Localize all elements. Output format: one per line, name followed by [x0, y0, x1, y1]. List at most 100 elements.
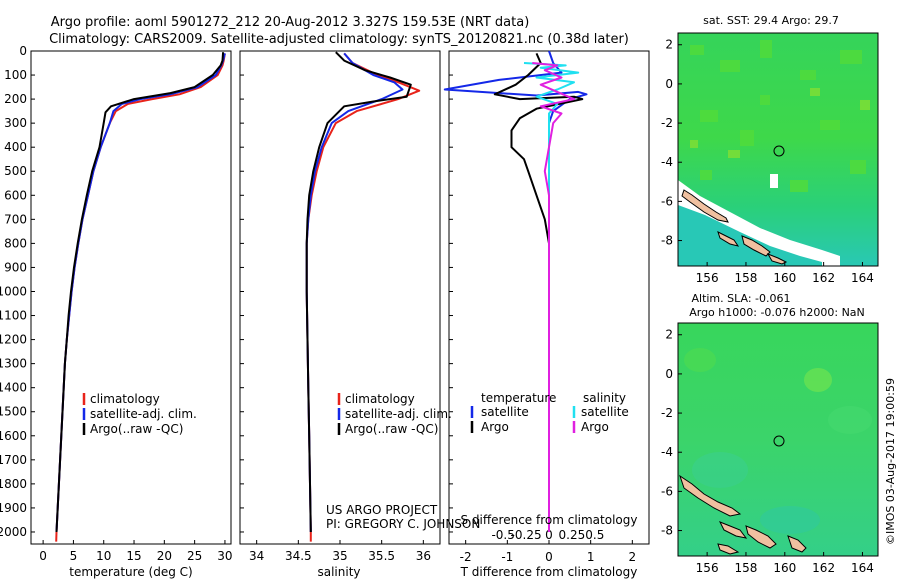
salinity-xlabel: salinity	[317, 565, 360, 579]
temperature-legend: climatology satellite-adj. clim. Argo(..…	[82, 392, 197, 436]
y-tick-label: 1000	[0, 284, 27, 298]
legend-climatology: climatology	[345, 392, 415, 406]
y-tick-label: 0	[19, 44, 27, 58]
x-tick-label-s: 0	[545, 528, 553, 542]
sst-map-texture	[690, 40, 866, 192]
series-line-satellite-adj-clim-	[55, 53, 226, 533]
x-tick-label-t: 0	[545, 550, 553, 564]
series-line-s-satellite	[523, 62, 580, 532]
x-tick-label: 0	[39, 549, 47, 563]
sla-map-coastline	[679, 474, 807, 555]
legend-satellite: satellite-adj. clim.	[90, 407, 197, 421]
difference-xlabel-top: S difference from climatology	[461, 513, 638, 527]
map-y-tick-label: 0	[665, 367, 673, 381]
series-line-satellite-adj-clim-	[305, 52, 404, 533]
y-tick-label: 2000	[0, 525, 27, 539]
y-tick-label: 300	[4, 116, 27, 130]
salinity-panel: 34 34.5 35 35.5 36 salinity climatology sate…	[239, 50, 480, 579]
sst-map-axes: 156 158 160 162 164 2 0 -2 -4 -6 -8	[661, 38, 874, 285]
legend-header-salinity: salinity	[583, 391, 626, 405]
difference-x-axis: -2 -1 0 1 2 -0.5-0.25 0 0.25 0.5	[460, 528, 636, 564]
x-tick-label-t: 2	[629, 550, 637, 564]
map-x-tick-label: 164	[851, 271, 874, 285]
legend-satellite: satellite-adj. clim.	[345, 407, 452, 421]
x-tick-label-s: -0.5	[491, 528, 514, 542]
project-line-2: PI: GREGORY C. JOHNSON	[326, 517, 480, 531]
y-tick-label: 1400	[0, 381, 27, 395]
salinity-legend: climatology satellite-adj. clim. Argo(..…	[337, 392, 452, 436]
series-line-t-argo	[493, 52, 584, 532]
map-y-tick-label: -6	[661, 484, 673, 498]
y-tick-label: 1700	[0, 453, 27, 467]
y-tick-label: 400	[4, 140, 27, 154]
map-x-tick-label: 156	[696, 561, 719, 575]
y-tick-label: 1200	[0, 333, 27, 347]
series-line-climatology	[55, 53, 226, 542]
series-line-s-argo	[532, 62, 575, 532]
legend-t-satellite: satellite	[481, 405, 529, 419]
x-tick-label: 5	[70, 549, 78, 563]
map-y-tick-label: 0	[665, 77, 673, 91]
sst-map-sea-bottom	[678, 205, 822, 266]
sla-map-panel: Altim. SLA: -0.061 Argo h1000: -0.076 h2…	[661, 292, 879, 575]
x-tick-label: 34	[249, 549, 264, 563]
map-x-tick-label: 160	[773, 271, 796, 285]
legend-header-temperature: temperature	[481, 391, 556, 405]
x-tick-label: 10	[96, 549, 111, 563]
sst-map-coastline	[681, 189, 788, 265]
x-tick-label-t: -1	[501, 550, 513, 564]
series-line-argo	[305, 51, 412, 533]
sst-map-cloud-patch	[770, 174, 778, 188]
x-tick-label: 36	[416, 549, 431, 563]
map-x-tick-label: 158	[735, 561, 758, 575]
map-y-tick-label: 2	[665, 38, 673, 52]
x-tick-label-s: 0.5	[585, 528, 604, 542]
x-tick-label: 20	[157, 549, 172, 563]
difference-legend: temperature salinity satellite Argo sate…	[470, 391, 629, 434]
sla-map-title-1: Altim. SLA: -0.061	[691, 292, 790, 305]
y-tick-label: 1500	[0, 405, 27, 419]
sla-map-argo-marker	[773, 435, 785, 447]
legend-climatology: climatology	[90, 392, 160, 406]
sla-map-frame	[677, 322, 879, 557]
difference-lines	[443, 50, 588, 532]
sla-map-axes: 156 158 160 162 164 2 0 -2 -4 -6 -8	[661, 328, 874, 575]
y-tick-label: 600	[4, 188, 27, 202]
sla-map-title-2: Argo h1000: -0.076 h2000: NaN	[689, 306, 865, 319]
y-tick-label: 1600	[0, 429, 27, 443]
map-x-tick-label: 162	[812, 561, 835, 575]
legend-s-argo: Argo	[581, 420, 609, 434]
sst-map-frame	[677, 32, 879, 267]
map-x-tick-label: 160	[773, 561, 796, 575]
series-line-climatology	[305, 52, 421, 542]
y-tick-label: 1300	[0, 357, 27, 371]
x-tick-label-s: 0.25	[559, 528, 586, 542]
map-x-tick-label: 158	[735, 271, 758, 285]
x-tick-label: 34.5	[285, 549, 312, 563]
y-tick-label: 1100	[0, 309, 27, 323]
legend-s-satellite: satellite	[581, 405, 629, 419]
project-line-1: US ARGO PROJECT	[326, 503, 438, 517]
x-tick-label: 35	[332, 549, 347, 563]
y-tick-label: 900	[4, 260, 27, 274]
x-tick-label: 15	[126, 549, 141, 563]
legend-t-argo: Argo	[481, 420, 509, 434]
difference-panel: -2 -1 0 1 2 -0.5-0.25 0 0.25 0.5 S difference fr…	[443, 50, 650, 579]
title-line-2: Climatology: CARS2009. Satellite-adjuste…	[49, 32, 629, 47]
temperature-y-axis: 0 100 200 300 400 500 600 700 800 900 1000 1100 1200…	[0, 44, 453, 539]
x-tick-label-s: -0.25	[511, 528, 542, 542]
series-line-argo	[55, 52, 225, 533]
salinity-x-axis: 34 34.5 35 35.5 36	[249, 540, 431, 563]
map-y-tick-label: -8	[661, 234, 673, 248]
map-x-tick-label: 162	[812, 271, 835, 285]
difference-xlabel: T difference from climatology	[460, 565, 638, 579]
temperature-panel: 0100200300400500600700800900100011001200…	[0, 44, 453, 579]
map-x-tick-label: 164	[851, 561, 874, 575]
sst-map-title: sat. SST: 29.4 Argo: 29.7	[703, 14, 839, 27]
map-x-tick-label: 156	[696, 271, 719, 285]
map-y-tick-label: -6	[661, 194, 673, 208]
legend-argo: Argo(..raw -QC)	[90, 422, 183, 436]
credit-text: ©IMOS 03-Aug-2017 19:00:59	[884, 378, 897, 545]
y-tick-label: 800	[4, 236, 27, 250]
